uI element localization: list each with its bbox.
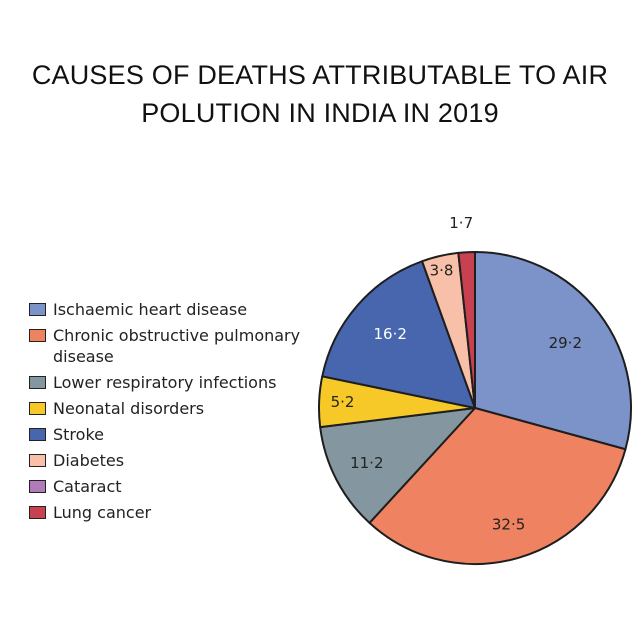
legend-label: Stroke	[53, 425, 104, 444]
data-label-neonatal: 5·2	[331, 393, 355, 411]
legend-label: Lung cancer	[53, 503, 152, 522]
legend-swatch	[29, 376, 46, 389]
legend-label: Chronic obstructive pulmonary disease	[53, 326, 301, 366]
data-label-lung-cancer: 1·7	[449, 214, 473, 232]
pie-slice-stroke	[321, 260, 476, 409]
pie-slice-copd	[368, 407, 627, 565]
legend-swatch	[29, 454, 46, 467]
data-label-lower-respiratory: 11·2	[350, 454, 383, 472]
chart-title: CAUSES OF DEATHS ATTRIBUTABLE TO AIR POL…	[0, 56, 640, 132]
legend-label: Lower respiratory infections	[53, 373, 277, 392]
legend-label: Cataract	[53, 477, 122, 496]
legend-swatch	[29, 506, 46, 519]
pie-slice-lower-respiratory	[319, 407, 476, 524]
legend-item-diabetes: Diabetes	[29, 450, 319, 471]
pie-slice-lung-cancer	[457, 250, 476, 409]
data-label-copd: 32·5	[492, 515, 525, 533]
legend-item-stroke: Stroke	[29, 424, 319, 445]
title-line-2: POLUTION IN INDIA IN 2019	[141, 98, 499, 128]
legend-item-lower-respiratory: Lower respiratory infections	[29, 372, 319, 393]
legend: Ischaemic heart disease Chronic obstruct…	[29, 299, 319, 528]
title-line-1: CAUSES OF DEATHS ATTRIBUTABLE TO AIR	[31, 60, 609, 90]
legend-label: Neonatal disorders	[53, 399, 205, 418]
data-label-stroke: 16·2	[373, 325, 406, 343]
legend-label: Diabetes	[53, 451, 125, 470]
legend-item-ischaemic: Ischaemic heart disease	[29, 299, 319, 320]
legend-swatch	[29, 402, 46, 415]
legend-label: Ischaemic heart disease	[53, 300, 248, 319]
legend-swatch	[29, 329, 46, 342]
legend-item-lung-cancer: Lung cancer	[29, 502, 319, 523]
data-label-ischaemic: 29·2	[549, 334, 582, 352]
legend-item-copd: Chronic obstructive pulmonary disease	[29, 325, 319, 367]
legend-swatch	[29, 303, 46, 316]
legend-item-neonatal: Neonatal disorders	[29, 398, 319, 419]
legend-swatch	[29, 480, 46, 493]
legend-swatch	[29, 428, 46, 441]
data-label-diabetes: 3·8	[430, 262, 454, 280]
legend-item-cataract: Cataract	[29, 476, 319, 497]
pie-slice-ischaemic	[474, 251, 632, 451]
